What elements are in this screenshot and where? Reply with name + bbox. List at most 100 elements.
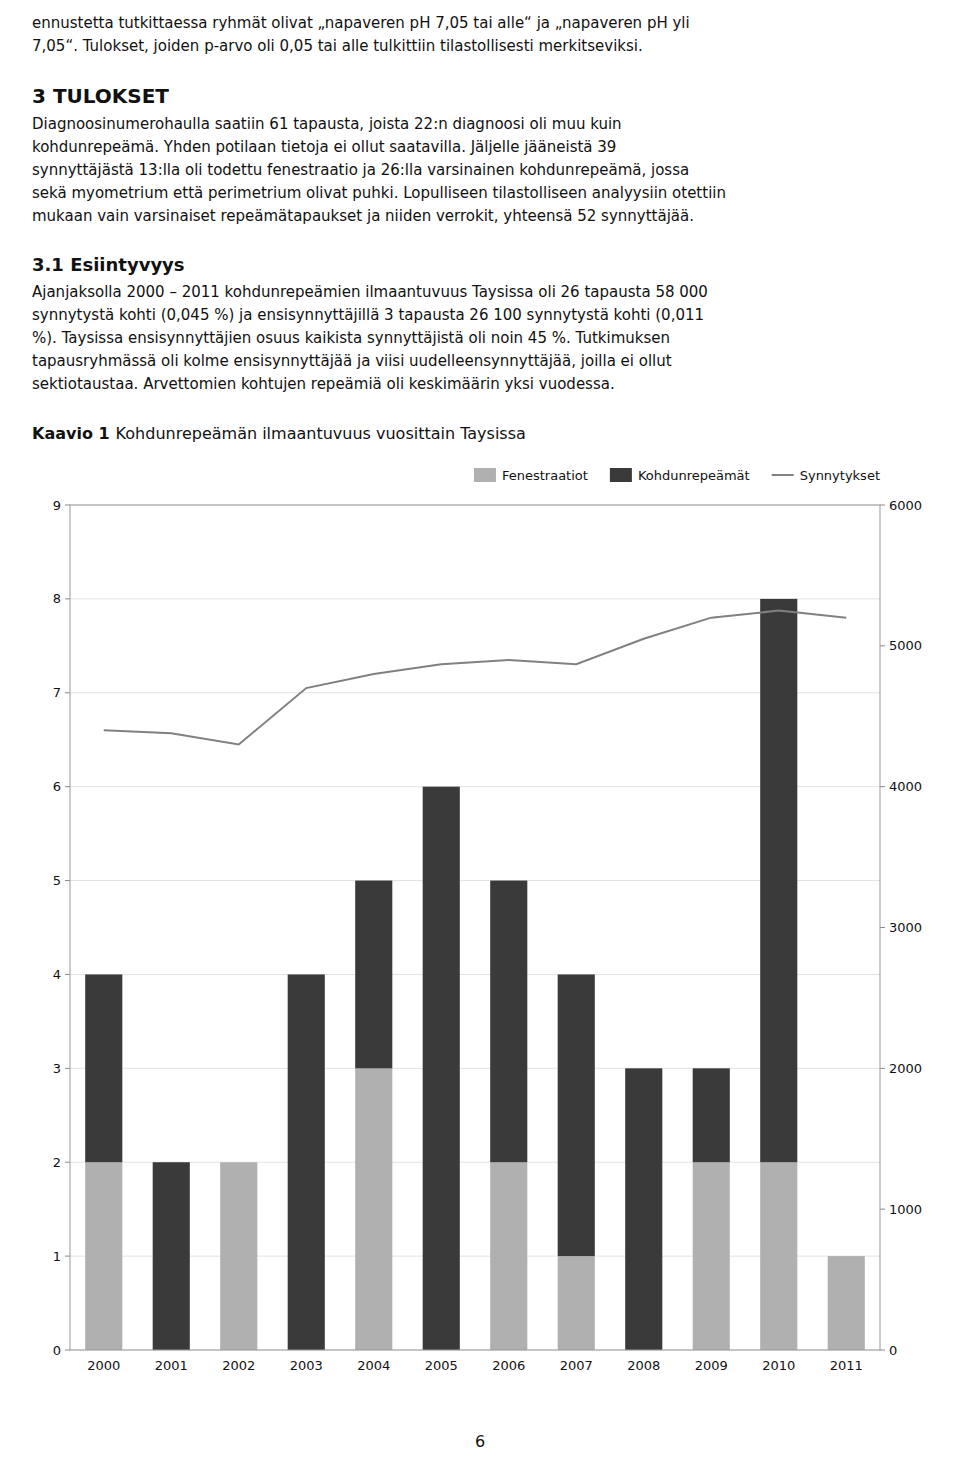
paragraph-line: Ajanjaksolla 2000 – 2011 kohdunrepeämien… [32,283,708,301]
x-tick-label: 2010 [762,1358,795,1373]
y2-tick-label: 1000 [889,1202,922,1217]
y2-tick [880,645,885,646]
x-tick-label: 2004 [357,1358,390,1373]
paragraph-line: sektiotaustaa. Arvettomien kohtujen repe… [32,375,615,393]
y-tick [65,1256,70,1257]
y-tick [65,1068,70,1069]
grid-line [70,880,880,881]
y-tick [65,1162,70,1163]
y-tick [65,692,70,693]
bar [558,1256,595,1350]
legend-swatch [610,468,632,482]
paragraph-line: kohdunrepeämä. Yhden potilaan tietoja ei… [32,138,616,156]
y2-tick [880,505,885,506]
chart-subtitle: Kohdunrepeämän ilmaantuvuus vuosittain T… [116,424,526,443]
y2-tick-label: 6000 [889,498,922,513]
bar [760,599,797,1162]
paragraph-line: mukaan vain varsinaiset repeämätapaukset… [32,207,694,225]
x-tick-label: 2009 [695,1358,728,1373]
y-tick-label: 6 [53,779,61,794]
legend-item: Synnytykset [772,468,880,483]
bar [693,1068,730,1162]
bar [85,974,122,1162]
y2-tick-label: 5000 [889,638,922,653]
grid-line [70,1068,880,1069]
grid-line [70,1256,880,1257]
bar [355,881,392,1069]
bar [490,881,527,1163]
paragraph-line: %). Taysissa ensisynnyttäjien osuus kaik… [32,329,670,347]
y2-tick [880,927,885,928]
y-tick-label: 1 [53,1249,61,1264]
grid-line [70,692,880,693]
y-tick-label: 5 [53,873,61,888]
x-tick-label: 2003 [290,1358,323,1373]
bar [760,1162,797,1350]
y2-tick [880,1350,885,1351]
subheading-line: 3.1 Esiintyvyys [32,254,185,275]
y-tick-label: 8 [53,591,61,606]
bar [85,1162,122,1350]
bar [153,1162,190,1350]
paragraph-line: 7,05“. Tulokset, joiden p-arvo oli 0,05 … [32,37,643,55]
page: ennustetta tutkittaessa ryhmät olivat „n… [0,0,960,1461]
paragraph-line: sekä myometrium että perimetrium olivat … [32,184,726,202]
y-tick [65,786,70,787]
y-tick [65,974,70,975]
legend-label: Fenestraatiot [502,468,588,483]
x-tick-label: 2000 [87,1358,120,1373]
y-tick-label: 9 [53,498,61,513]
bar [625,1068,662,1350]
y2-tick [880,786,885,787]
bar [220,1162,257,1350]
grid-line [70,598,880,599]
legend-label: Synnytykset [800,468,880,483]
legend-label: Kohdunrepeämät [638,468,750,483]
legend-swatch [772,474,794,476]
y-tick-label: 7 [53,685,61,700]
bar [558,974,595,1256]
legend-item: Kohdunrepeämät [610,468,750,483]
marks [85,599,865,1350]
grid-line [70,786,880,787]
chart: 0 1 2 3 4 5 6 7 8 9 0 1000 2000 3000 4000 5000 6000 2000 2… [53,468,922,1373]
legend: Fenestraatiot Kohdunrepeämät Synnytykset [474,468,880,483]
y2-tick-label: 3000 [889,920,922,935]
x-tick-label: 2006 [492,1358,525,1373]
y-tick-label: 0 [53,1343,61,1358]
bar [828,1256,865,1350]
bar [490,1162,527,1350]
y-tick [65,880,70,881]
paragraph-line: Diagnoosinumerohaulla saatiin 61 tapaust… [32,115,622,133]
paragraph-line: synnyttäjästä 13:lla oli todettu fenestr… [32,161,689,179]
y-tick [65,1350,70,1351]
plot-frame [70,505,880,1350]
y-tick [65,505,70,506]
y-tick-label: 3 [53,1061,61,1076]
y-tick-label: 2 [53,1155,61,1170]
heading-line: 3 TULOKSET [32,84,169,108]
y2-tick-label: 0 [889,1343,897,1358]
legend-swatch [474,468,496,482]
paragraph-line: synnytystä kohti (0,045 %) ja ensisynnyt… [32,306,704,324]
chart-title: Kaavio 1 [32,424,110,443]
y2-tick-label: 4000 [889,779,922,794]
y-tick-label: 4 [53,967,61,982]
page-number: 6 [475,1432,485,1451]
bar [423,787,460,1350]
bar [288,974,325,1350]
y2-tick [880,1209,885,1210]
grid-line [70,1162,880,1163]
y-tick [65,598,70,599]
bar [693,1162,730,1350]
paragraph-line: ennustetta tutkittaessa ryhmät olivat „n… [32,14,690,32]
bar [355,1068,392,1350]
line [104,611,847,745]
y2-tick-label: 2000 [889,1061,922,1076]
legend-item: Fenestraatiot [474,468,588,483]
bar [220,1162,257,1163]
paragraph-line: tapausryhmässä oli kolme ensisynnyttäjää… [32,352,672,370]
x-tick-label: 2002 [222,1358,255,1373]
bar [828,1256,865,1257]
x-tick-label: 2001 [155,1358,188,1373]
